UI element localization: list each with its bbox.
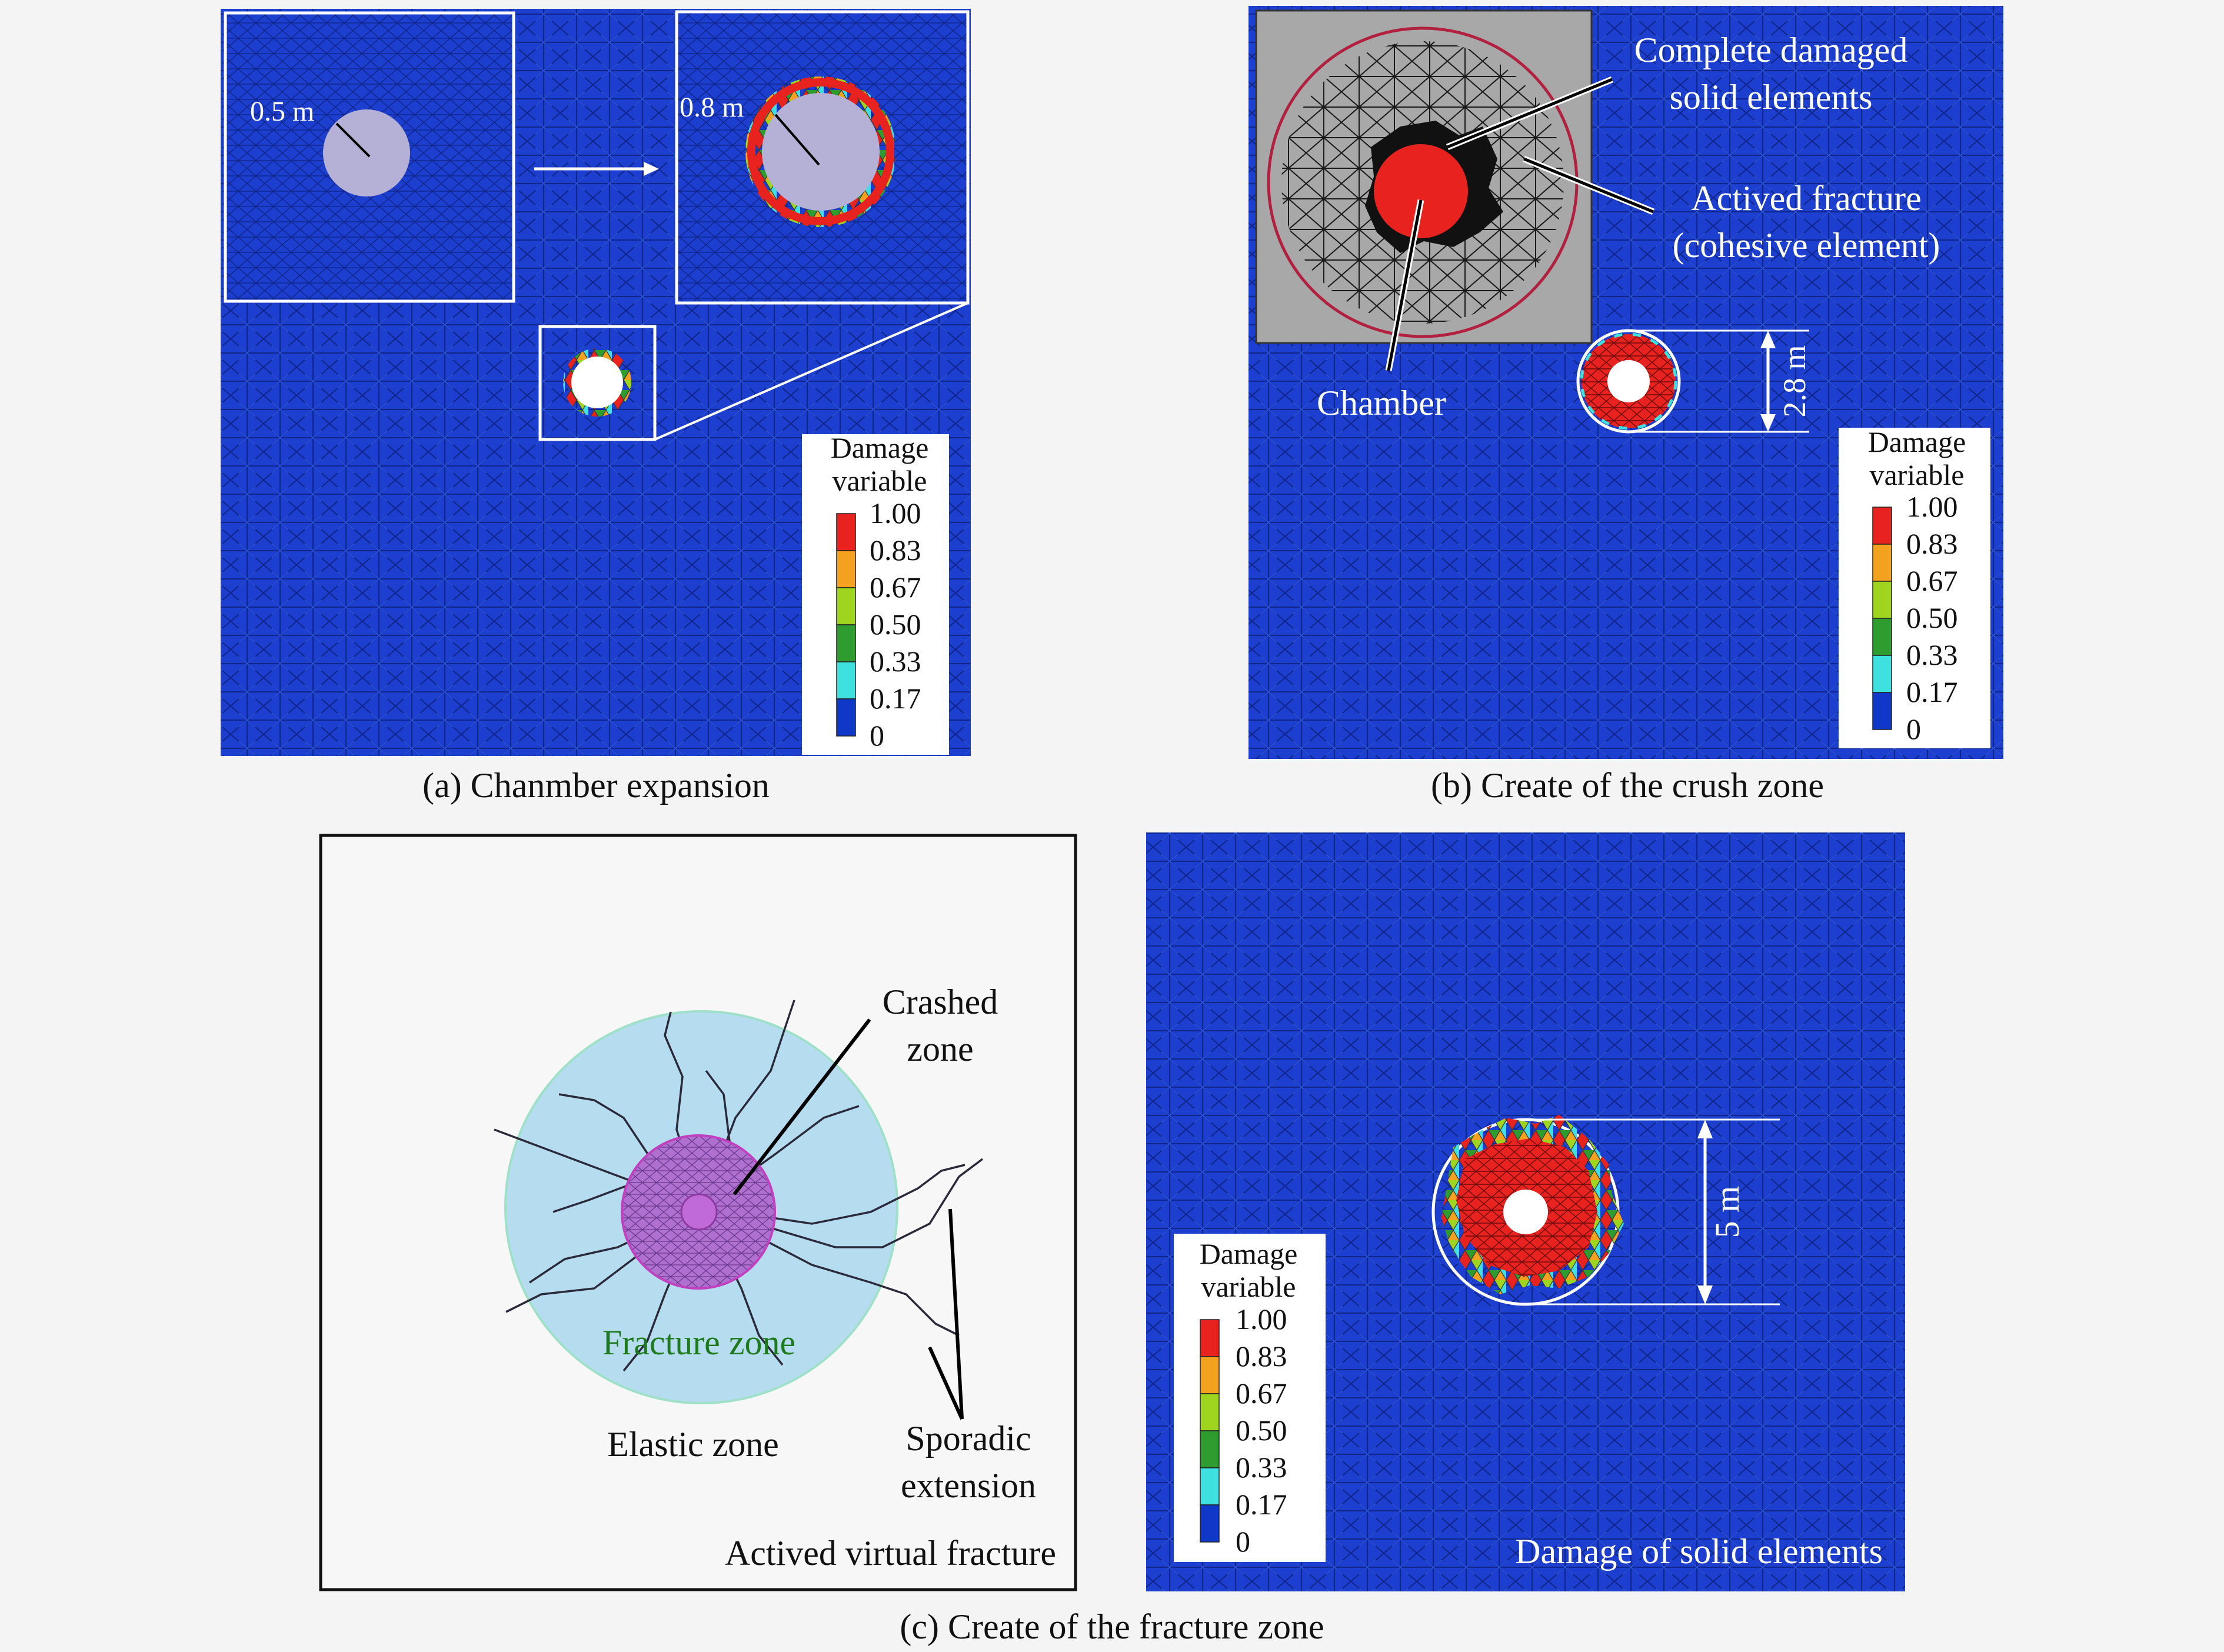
legend-c-swatch (1200, 1504, 1220, 1543)
leader-sporadic-2 (928, 1346, 964, 1420)
legend-c-level-label: 0.50 (1236, 1414, 1287, 1447)
legend-a-level-label: 1.00 (870, 497, 921, 529)
legend-a-swatch (836, 513, 856, 551)
legend-c-swatch (1200, 1467, 1220, 1506)
panel-c-left-title: Actived virtual fracture (725, 1534, 1056, 1573)
legend-c-title-1: Damage (1200, 1237, 1298, 1270)
radius-initial-label: 0.5 m (250, 96, 314, 127)
label-crashed-1: Crashed (883, 982, 998, 1021)
legend-c: Damage variable 1.00 0.83 0.67 0.50 0.33 0.17… (1174, 1234, 1326, 1562)
inset-initial-chamber: 0.5 m (224, 11, 515, 303)
legend-b-level-label: 1.00 (1906, 490, 1958, 523)
expansion-arrow (534, 162, 659, 176)
fracture-damage-region (1431, 1115, 1624, 1306)
legend-a-title-2: variable (832, 464, 927, 497)
label-fracture-2: (cohesive element) (1673, 226, 1940, 265)
chamber-c (680, 1193, 718, 1231)
legend-a-swatch (836, 587, 856, 625)
legend-b-swatch (1872, 692, 1892, 730)
legend-b-colorbar (1872, 507, 1892, 730)
panel-c-right: 5 m Damage variable 1.00 0.83 0.67 0.50 0.33… (1146, 832, 1905, 1591)
label-damaged-1: Complete damaged (1634, 31, 1908, 69)
legend-b-level-label: 0.33 (1906, 638, 1958, 671)
legend-c-labels: 1.00 0.83 0.67 0.50 0.33 0.17 0 (1236, 1303, 1287, 1558)
legend-a-level-label: 0.17 (870, 682, 921, 715)
legend-b-title-2: variable (1869, 458, 1964, 491)
crush-zone-ring (1576, 329, 1681, 434)
legend-c-level-label: 0.17 (1236, 1488, 1287, 1521)
annotation-leaders-b (1385, 76, 1655, 372)
legend-c-level-label: 0.67 (1236, 1377, 1287, 1410)
label-sporadic-1: Sporadic (905, 1419, 1031, 1458)
legend-b-level-label: 0.67 (1906, 564, 1958, 597)
crush-zone-inset (1255, 9, 1593, 344)
caption-a: (a) Chanmber expansion (422, 766, 770, 805)
legend-a: Damage variable 1.00 0.83 0.67 0.50 0.33 0.17… (802, 431, 949, 755)
label-elastic-zone: Elastic zone (607, 1425, 779, 1464)
legend-b: Damage variable 1.00 0.83 0.67 0.50 0.33 0.17… (1839, 425, 1990, 748)
legend-b-swatch (1872, 618, 1892, 656)
inset-expanded-chamber: 0.8 m (675, 10, 970, 305)
legend-c-swatch (1200, 1319, 1220, 1357)
label-fracture-1: Actived fracture (1691, 179, 1921, 218)
legend-b-level-label: 0.17 (1906, 675, 1958, 708)
label-chamber: Chamber (1317, 384, 1446, 422)
legend-c-swatch (1200, 1393, 1220, 1431)
legend-c-title-2: variable (1201, 1270, 1296, 1303)
legend-b-swatch (1872, 581, 1892, 619)
panel-b: Complete damaged solid elements Actived … (1248, 6, 2003, 759)
legend-b-level-label: 0.50 (1906, 601, 1958, 634)
radius-line-initial (335, 122, 371, 158)
legend-a-labels: 1.00 0.83 0.67 0.50 0.33 0.17 0 (870, 497, 921, 752)
legend-b-level-label: 0 (1906, 712, 1921, 745)
panel-c-right-title: Damage of solid elements (1515, 1532, 1883, 1571)
zoom-source-box (538, 302, 968, 441)
legend-a-level-label: 0.67 (870, 571, 921, 604)
legend-c-colorbar (1200, 1319, 1220, 1543)
legend-c-level-label: 0 (1236, 1525, 1250, 1558)
dimension-5m-label: 5 m (1708, 1186, 1746, 1238)
legend-a-title-1: Damage (831, 431, 929, 464)
dimension-2-8m: 2.8 m (1630, 329, 1812, 433)
legend-b-labels: 1.00 0.83 0.67 0.50 0.33 0.17 0 (1906, 490, 1958, 745)
legend-b-swatch (1872, 544, 1892, 582)
legend-c-swatch (1200, 1430, 1220, 1468)
caption-c: (c) Create of the fracture zone (900, 1607, 1324, 1646)
legend-a-swatch (836, 624, 856, 662)
caption-b: (b) Create of the crush zone (1431, 766, 1824, 805)
legend-a-swatch (836, 698, 856, 737)
label-fracture-zone: Fracture zone (602, 1323, 795, 1362)
panel-a: 0.5 m 0.8 m Damage variable (221, 9, 971, 756)
legend-a-level-label: 0.50 (870, 608, 921, 641)
label-damaged-2: solid elements (1670, 78, 1873, 116)
legend-c-swatch (1200, 1356, 1220, 1394)
legend-a-level-label: 0.83 (870, 534, 921, 567)
radius-line-expanded (774, 114, 820, 166)
legend-a-colorbar (836, 513, 856, 737)
legend-c-level-label: 0.83 (1236, 1340, 1287, 1373)
dimension-2-8m-label: 2.8 m (1777, 345, 1812, 417)
legend-b-title-1: Damage (1868, 425, 1966, 458)
legend-b-level-label: 0.83 (1906, 527, 1958, 560)
expanded-chamber (762, 93, 880, 211)
leader-crashed-zone (733, 1018, 871, 1195)
chamber-c-right (1503, 1190, 1548, 1234)
legend-b-swatch (1872, 655, 1892, 693)
legend-a-level-label: 0.33 (870, 645, 921, 678)
legend-b-swatch (1872, 507, 1892, 545)
panel-c-left: Crashed zone Fracture zone Elastic zone … (319, 834, 1077, 1591)
chamber-red (1374, 144, 1468, 238)
legend-a-swatch (836, 661, 856, 700)
label-sporadic-2: extension (901, 1466, 1036, 1505)
label-crashed-2: zone (907, 1030, 973, 1068)
legend-c-level-label: 1.00 (1236, 1303, 1287, 1335)
legend-a-level-label: 0 (870, 719, 884, 752)
legend-a-swatch (836, 550, 856, 588)
dimension-5m: 5 m (1527, 1118, 1780, 1305)
leader-sporadic-1 (948, 1208, 964, 1420)
legend-c-level-label: 0.33 (1236, 1451, 1287, 1484)
radius-expanded-label: 0.8 m (680, 92, 744, 123)
